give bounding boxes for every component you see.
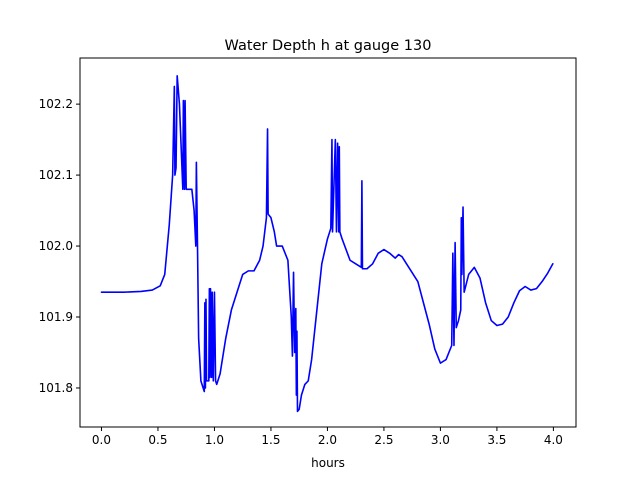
x-tick-label: 2.5 xyxy=(374,433,393,447)
x-axis: 0.0 0.5 1.0 1.5 2.0 2.5 3.0 3.5 4.0 xyxy=(92,427,563,447)
x-tick-label: 0.5 xyxy=(148,433,167,447)
y-tick-label: 102.0 xyxy=(39,239,73,253)
x-tick-label: 4.0 xyxy=(544,433,563,447)
y-tick-label: 102.2 xyxy=(39,97,73,111)
y-tick-label: 101.9 xyxy=(39,310,73,324)
plot-area xyxy=(100,74,554,413)
y-axis: 101.8 101.9 102.0 102.1 102.2 xyxy=(39,97,80,395)
y-tick-label: 101.8 xyxy=(39,381,73,395)
x-tick-label: 3.0 xyxy=(431,433,450,447)
y-tick-label: 102.1 xyxy=(39,168,73,182)
series-line-1 xyxy=(100,74,554,413)
x-tick-label: 2.0 xyxy=(318,433,337,447)
plot-frame xyxy=(79,57,577,428)
chart-title: Water Depth h at gauge 130 xyxy=(225,38,432,54)
x-tick-label: 1.0 xyxy=(205,433,224,447)
x-tick-label: 1.5 xyxy=(261,433,280,447)
x-axis-label: hours xyxy=(311,456,345,470)
x-tick-label: 0.0 xyxy=(92,433,111,447)
x-tick-label: 3.5 xyxy=(487,433,506,447)
